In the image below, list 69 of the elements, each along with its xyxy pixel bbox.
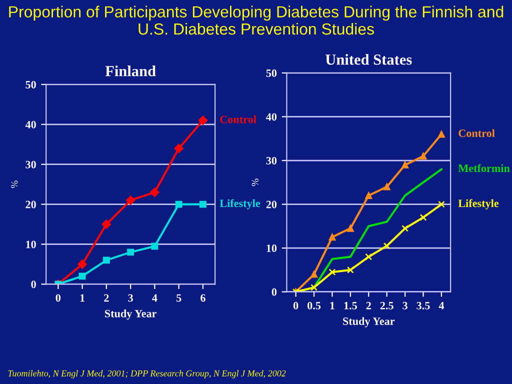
point: [438, 200, 445, 208]
point: [365, 192, 372, 200]
y-axis-title: %: [252, 178, 258, 186]
x-tick-label: 2.5: [380, 302, 394, 310]
point: [151, 242, 158, 250]
y-tick-label: 40: [266, 113, 277, 121]
point: [328, 268, 336, 276]
x-axis-title: Study Year: [343, 317, 395, 328]
point: [402, 224, 409, 232]
text: Tuomilehto, N Engl J Med, 2001; DPP Research Group, N Engl J Med, 2002: [8, 370, 286, 378]
point: [438, 130, 445, 138]
point: [200, 200, 206, 208]
x-tick-label: 6: [200, 294, 206, 302]
series-label: Control: [458, 129, 495, 138]
point: [126, 196, 136, 205]
point: [310, 270, 318, 278]
point: [328, 234, 336, 241]
y-tick-label: 0: [31, 280, 36, 288]
point: [383, 183, 390, 190]
x-tick-label: 1: [80, 294, 84, 302]
text: Proportion of Participants Developing Diabetes During the Finnish and U.S. Diabetes Prevention Studies: [9, 6, 504, 35]
point: [78, 272, 86, 280]
point: [102, 220, 112, 229]
y-tick-label: 10: [266, 244, 277, 252]
y-tick-label: 10: [26, 240, 36, 248]
point: [420, 152, 427, 160]
point: [402, 161, 409, 168]
point: [346, 224, 354, 232]
y-axis-title: %: [11, 180, 18, 188]
point: [383, 242, 390, 250]
y-tick-label: 0: [272, 288, 277, 296]
chart-title: Finland: [105, 66, 156, 76]
point: [310, 284, 318, 291]
y-tick-label: 30: [266, 156, 277, 164]
chart-title: United States: [326, 54, 412, 65]
x-tick-label: 2: [366, 302, 371, 310]
x-tick-label: 4: [152, 294, 158, 302]
x-tick-label: 0: [293, 302, 298, 310]
point: [420, 214, 427, 221]
x-tick-label: 4: [438, 302, 444, 310]
point: [174, 144, 184, 153]
point: [346, 266, 354, 274]
x-tick-label: 5: [176, 294, 182, 302]
point: [127, 248, 134, 256]
y-tick-label: 50: [266, 69, 277, 77]
y-tick-label: 40: [25, 120, 36, 128]
series-label: Control: [220, 115, 256, 124]
series-label: Lifestyle: [220, 199, 260, 210]
y-tick-label: 20: [266, 200, 277, 208]
x-tick-label: 0: [56, 294, 61, 302]
series-label: Metformin: [458, 164, 510, 172]
x-tick-label: 0.5: [308, 302, 321, 310]
x-tick-label: 3: [128, 294, 133, 302]
x-axis-title: Study Year: [104, 310, 156, 320]
point: [365, 253, 372, 260]
series-label: Lifestyle: [458, 199, 499, 210]
point: [175, 200, 182, 208]
x-tick-label: 1: [330, 302, 334, 310]
point: [78, 260, 87, 269]
x-tick-label: 2: [104, 294, 109, 302]
y-tick-label: 50: [26, 80, 36, 88]
x-tick-label: 3: [402, 302, 408, 310]
x-tick-label: 1.5: [344, 302, 357, 310]
point: [198, 116, 208, 126]
point: [102, 256, 110, 264]
y-tick-label: 20: [26, 200, 36, 208]
point: [150, 188, 160, 197]
y-tick-label: 30: [26, 160, 36, 168]
x-tick-label: 3.5: [416, 302, 430, 310]
